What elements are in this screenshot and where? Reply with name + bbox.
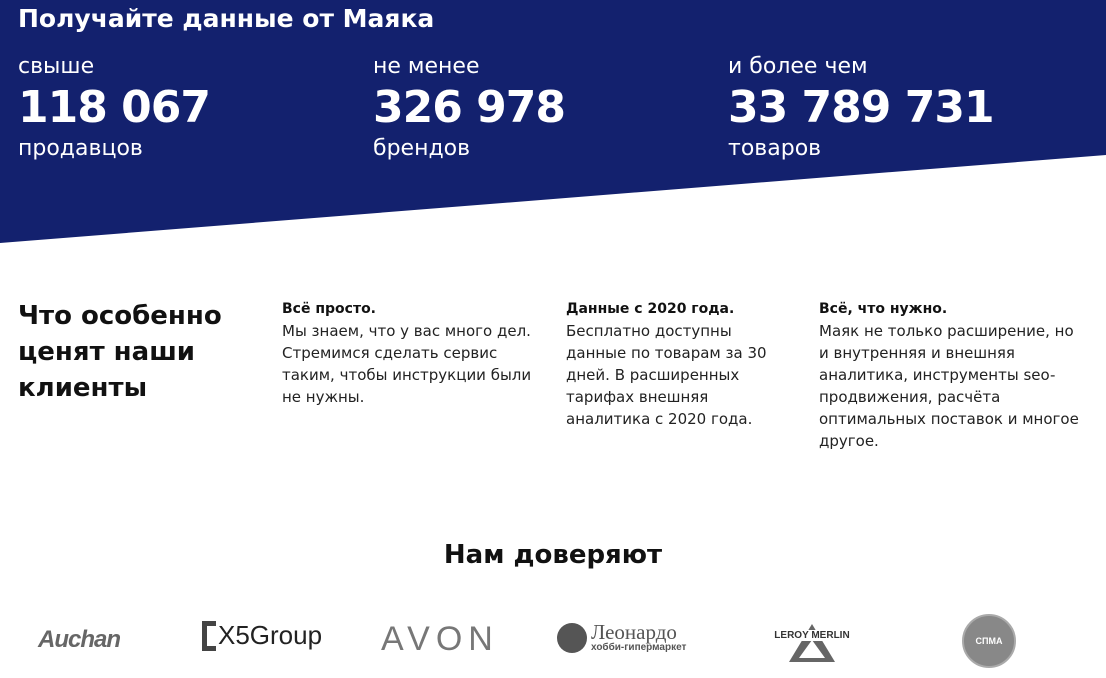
- hero-banner: Получайте данные от Маяка свыше 118 067 …: [0, 0, 1106, 243]
- feature-title: Данные с 2020 года.: [566, 301, 735, 317]
- feature-simple: Всё просто. Мы знаем, что у вас много де…: [282, 298, 532, 408]
- feature-data: Данные с 2020 года. Бесплатно доступны д…: [566, 298, 791, 430]
- trust-title: Нам доверяют: [443, 540, 663, 570]
- spma-logo: СПМА: [962, 614, 1016, 668]
- stat-number: 33 789 731: [728, 82, 995, 133]
- stat-sellers: свыше 118 067 продавцов: [18, 52, 211, 164]
- avon-logo: AVON: [381, 620, 499, 658]
- auchan-logo: Auchan: [38, 626, 121, 653]
- stat-number: 118 067: [18, 82, 211, 133]
- hero-title: Получайте данные от Маяка: [18, 4, 435, 33]
- feature-text: Бесплатно доступны данные по товарам за …: [566, 322, 767, 428]
- x5group-text: X5Group: [218, 620, 323, 650]
- leroy-merlin-logo: LEROY MERLIN: [770, 616, 854, 666]
- stat-products: и более чем 33 789 731 товаров: [728, 52, 995, 164]
- feature-text: Маяк не только расширение, но и внутренн…: [819, 322, 1079, 450]
- leonardo-subtext: хобби-гипермаркет: [591, 642, 687, 653]
- features-title: Что особенно ценят наши клиенты: [18, 301, 222, 403]
- stat-suffix: товаров: [728, 136, 822, 161]
- feature-text: Мы знаем, что у вас много дел. Стремимся…: [282, 322, 532, 406]
- leroy-merlin-triangle-icon: [789, 624, 835, 662]
- stat-prefix: не менее: [373, 54, 480, 79]
- stat-suffix: брендов: [373, 136, 471, 161]
- stat-suffix: продавцов: [18, 136, 143, 161]
- feature-title: Всё просто.: [282, 301, 377, 317]
- partner-logos: Auchan X5Group AVON Леонардо хобби-гипер…: [0, 612, 1106, 672]
- leonardo-text: Леонардо: [591, 620, 677, 644]
- x5group-logo: X5Group: [202, 620, 322, 651]
- feature-title: Всё, что нужно.: [819, 301, 948, 317]
- stat-brands: не менее 326 978 брендов: [373, 52, 566, 164]
- leonardo-logo: Леонардо хобби-гипермаркет: [557, 622, 686, 653]
- stat-prefix: свыше: [18, 54, 95, 79]
- stat-number: 326 978: [373, 82, 566, 133]
- feature-everything: Всё, что нужно. Маяк не только расширени…: [819, 298, 1084, 452]
- leroy-merlin-text: LEROY MERLIN: [772, 629, 852, 641]
- stat-prefix: и более чем: [728, 54, 868, 79]
